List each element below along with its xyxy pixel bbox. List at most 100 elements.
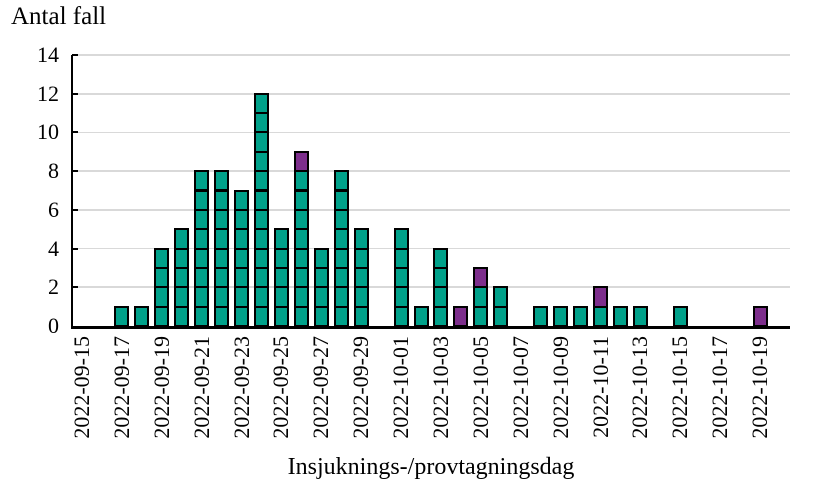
bar-segment-teal bbox=[134, 305, 150, 327]
x-tick-label-2022-09-21: 2022-09-21 bbox=[188, 336, 214, 439]
bar-segment-teal bbox=[214, 189, 230, 211]
bar-segment-teal bbox=[194, 208, 210, 231]
bar-segment-teal bbox=[253, 170, 269, 192]
bar-segment-teal bbox=[493, 286, 509, 308]
x-tick-label-2022-10-11: 2022-10-11 bbox=[587, 336, 613, 438]
x-tick-label-2022-10-07: 2022-10-07 bbox=[507, 336, 533, 439]
bar-segment-teal bbox=[174, 266, 190, 289]
bar-segment-teal bbox=[214, 266, 230, 289]
bar-segment-purple bbox=[293, 150, 309, 173]
x-tick-label-2022-10-17: 2022-10-17 bbox=[707, 336, 733, 439]
bar-segment-teal bbox=[174, 228, 190, 250]
bar-segment-teal bbox=[154, 247, 170, 269]
bar-segment-teal bbox=[293, 189, 309, 211]
bar-segment-teal bbox=[214, 170, 230, 192]
bar-segment-teal bbox=[393, 228, 409, 250]
y-tick-label-0: 0 bbox=[48, 313, 59, 338]
bar-segment-teal bbox=[214, 208, 230, 231]
x-tick-label-2022-09-15: 2022-09-15 bbox=[68, 336, 94, 439]
bar-segment-teal bbox=[433, 286, 449, 308]
bar-segment-teal bbox=[194, 189, 210, 211]
bar-segment-teal bbox=[533, 305, 549, 327]
bar-segment-teal bbox=[214, 228, 230, 250]
bar-segment-teal bbox=[473, 286, 489, 308]
bar-segment-teal bbox=[293, 170, 309, 192]
bar-segment-teal bbox=[413, 305, 429, 327]
y-tick-mark-6 bbox=[72, 208, 78, 211]
x-tick-label-2022-09-29: 2022-09-29 bbox=[348, 336, 374, 439]
bar-segment-purple bbox=[473, 266, 489, 289]
gridline-y-10 bbox=[72, 131, 790, 134]
y-tick-label-4: 4 bbox=[48, 235, 59, 261]
bar-segment-teal bbox=[393, 247, 409, 269]
bar-segment-teal bbox=[313, 247, 329, 269]
bar-segment-teal bbox=[612, 305, 628, 327]
y-tick-mark-14 bbox=[72, 54, 78, 56]
bar-segment-teal bbox=[553, 305, 569, 327]
bar-segment-teal bbox=[194, 228, 210, 250]
bar-segment-teal bbox=[333, 170, 349, 192]
x-tick-label-2022-10-03: 2022-10-03 bbox=[427, 336, 453, 439]
bar-segment-teal bbox=[333, 286, 349, 308]
y-tick-mark-12 bbox=[72, 92, 78, 95]
bar-segment-teal bbox=[154, 286, 170, 308]
bar-segment-teal bbox=[234, 286, 250, 308]
bar-segment-teal bbox=[253, 112, 269, 134]
bar-segment-teal bbox=[353, 286, 369, 308]
bar-segment-teal bbox=[273, 305, 289, 327]
gridline-y-4 bbox=[72, 247, 790, 250]
bar-segment-teal bbox=[433, 305, 449, 327]
bar-segment-teal bbox=[293, 208, 309, 231]
bar-segment-teal bbox=[214, 286, 230, 308]
bar-segment-teal bbox=[174, 247, 190, 269]
bar-segment-teal bbox=[273, 286, 289, 308]
bar-segment-teal bbox=[214, 247, 230, 269]
bar-segment-teal bbox=[333, 247, 349, 269]
y-tick-mark-10 bbox=[72, 131, 78, 134]
bar-segment-teal bbox=[234, 305, 250, 327]
bar-segment-teal bbox=[234, 247, 250, 269]
bar-segment-teal bbox=[194, 247, 210, 269]
y-tick-label-6: 6 bbox=[48, 196, 59, 222]
bar-segment-teal bbox=[493, 305, 509, 327]
bar-segment-teal bbox=[672, 305, 688, 327]
bar-segment-teal bbox=[194, 266, 210, 289]
bar-segment-teal bbox=[353, 228, 369, 250]
bar-segment-teal bbox=[253, 131, 269, 153]
bar-segment-purple bbox=[453, 305, 469, 327]
bar-segment-teal bbox=[253, 208, 269, 231]
bar-segment-teal bbox=[253, 286, 269, 308]
bar-segment-purple bbox=[752, 305, 768, 327]
x-tick-label-2022-10-15: 2022-10-15 bbox=[667, 336, 693, 439]
x-tick-label-2022-10-05: 2022-10-05 bbox=[467, 336, 493, 439]
bar-segment-teal bbox=[114, 305, 130, 327]
x-tick-label-2022-09-25: 2022-09-25 bbox=[268, 336, 294, 439]
bar-segment-teal bbox=[154, 266, 170, 289]
y-tick-label-2: 2 bbox=[48, 274, 59, 300]
bar-segment-teal bbox=[273, 228, 289, 250]
bar-segment-teal bbox=[333, 228, 349, 250]
bar-segment-teal bbox=[353, 266, 369, 289]
y-tick-label-8: 8 bbox=[48, 158, 59, 184]
bar-segment-teal bbox=[253, 92, 269, 115]
y-tick-label-12: 12 bbox=[37, 80, 59, 106]
bar-segment-teal bbox=[214, 305, 230, 327]
y-tick-mark-8 bbox=[72, 170, 78, 173]
y-tick-mark-4 bbox=[72, 247, 78, 250]
bar-segment-teal bbox=[253, 189, 269, 211]
bar-segment-teal bbox=[333, 208, 349, 231]
bar-segment-teal bbox=[273, 247, 289, 269]
bar-segment-teal bbox=[333, 266, 349, 289]
bar-segment-teal bbox=[293, 247, 309, 269]
bar-segment-teal bbox=[154, 305, 170, 327]
bar-segment-teal bbox=[313, 286, 329, 308]
bar-segment-teal bbox=[234, 189, 250, 211]
bar-segment-teal bbox=[393, 305, 409, 327]
bar-segment-teal bbox=[433, 247, 449, 269]
bar-segment-teal bbox=[573, 305, 589, 327]
bar-segment-teal bbox=[353, 305, 369, 327]
bar-segment-teal bbox=[194, 305, 210, 327]
gridline-y-6 bbox=[72, 209, 790, 211]
x-tick-label-2022-09-17: 2022-09-17 bbox=[108, 336, 134, 439]
